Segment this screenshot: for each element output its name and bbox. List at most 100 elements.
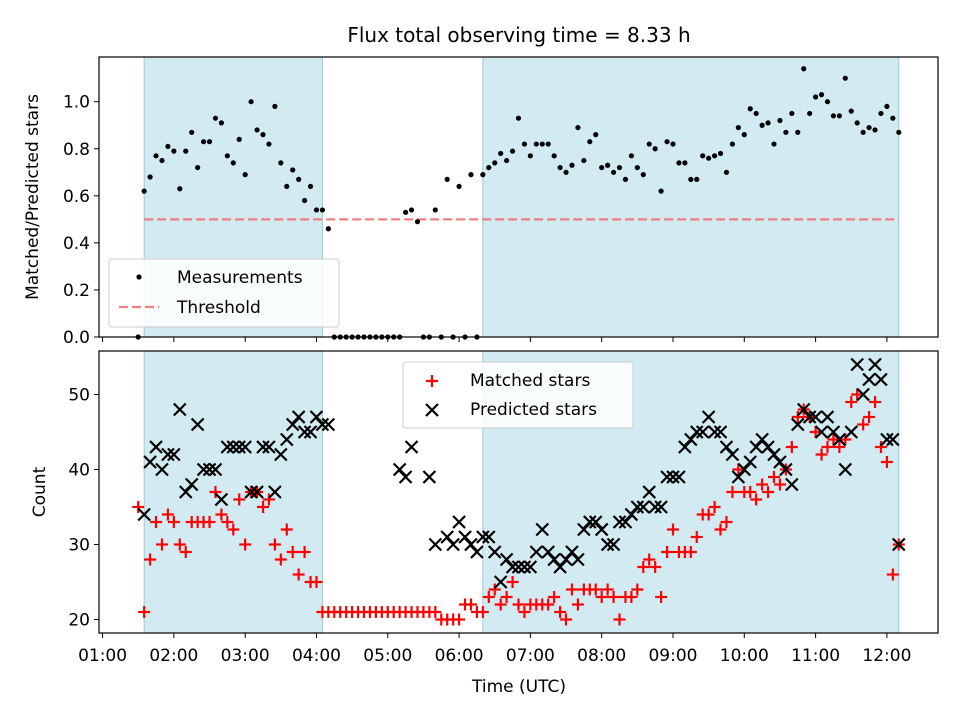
measurement-point xyxy=(694,176,700,182)
measurement-point xyxy=(807,110,813,117)
measurement-point xyxy=(729,141,736,147)
measurement-point xyxy=(224,153,230,159)
measurement-point xyxy=(159,157,165,164)
measurement-point xyxy=(801,66,807,72)
predicted-star-point xyxy=(404,440,419,454)
predicted-star-point xyxy=(422,470,437,484)
matched-star-point xyxy=(607,591,620,603)
matched-star-point xyxy=(138,606,151,618)
measurement-point xyxy=(403,209,409,215)
measurement-point xyxy=(664,139,670,145)
measurement-point xyxy=(628,153,634,159)
predicted-star-point xyxy=(470,545,484,559)
measurement-point xyxy=(747,106,753,112)
measurement-point xyxy=(640,172,646,178)
predicted-star-point xyxy=(636,500,651,514)
matched-star-point xyxy=(821,441,834,453)
measurement-point xyxy=(700,153,706,159)
measurement-point xyxy=(177,186,183,192)
matched-star-point xyxy=(785,441,798,453)
measurement-point xyxy=(783,129,789,135)
predicted-star-point xyxy=(529,545,544,559)
predicted-star-point xyxy=(618,515,633,529)
predicted-star-point xyxy=(184,477,199,492)
measurement-point xyxy=(266,141,272,147)
measurement-point xyxy=(498,150,504,157)
predicted-star-point xyxy=(541,545,555,559)
matched-star-point xyxy=(773,478,786,491)
top-x-ticks xyxy=(102,337,888,342)
y-tick-label: 0.6 xyxy=(63,187,90,207)
measurement-point xyxy=(896,129,902,135)
matched-star-point xyxy=(845,396,858,408)
measurement-point xyxy=(171,148,177,154)
predicted-star-point xyxy=(303,425,318,439)
predicted-star-point xyxy=(654,500,668,514)
measurement-point xyxy=(260,132,266,138)
predicted-star-point xyxy=(137,507,151,522)
predicted-star-point xyxy=(321,417,336,432)
matched-star-point xyxy=(274,553,287,566)
bottom-legend-box xyxy=(402,361,634,429)
predicted-star-point xyxy=(838,462,853,477)
y-tick-label: 0.8 xyxy=(63,140,90,160)
predicted-star-point xyxy=(642,485,657,499)
measurement-point xyxy=(183,148,189,154)
measurement-point xyxy=(848,108,854,114)
measurement-point xyxy=(872,127,878,133)
predicted-star-point xyxy=(577,522,591,537)
predicted-star-point xyxy=(291,410,306,424)
predicted-star-point xyxy=(630,500,645,514)
measurement-point xyxy=(230,160,236,166)
predicted-star-point xyxy=(612,515,627,529)
legend-label-predicted: Predicted stars xyxy=(470,400,597,420)
matched-star-point xyxy=(732,463,745,476)
predicted-star-point xyxy=(684,432,698,447)
measurement-point xyxy=(789,110,795,117)
matched-star-point xyxy=(833,441,846,453)
predicted-star-point xyxy=(511,560,526,574)
predicted-star-point xyxy=(660,470,674,484)
predicted-star-point xyxy=(392,462,407,477)
measurement-point xyxy=(480,172,486,178)
measurement-point xyxy=(587,139,593,145)
matched-star-point xyxy=(179,546,192,558)
predicted-star-point xyxy=(208,462,223,477)
measurement-point xyxy=(569,162,575,168)
predicted-star-point xyxy=(315,417,330,432)
matched-star-point xyxy=(268,538,281,551)
predicted-star-point xyxy=(476,530,490,544)
measurement-point xyxy=(717,150,724,157)
measurement-point xyxy=(610,169,617,175)
predicted-star-point xyxy=(214,492,229,507)
measurement-point xyxy=(515,115,522,121)
x-tick-label: 02:00 xyxy=(149,646,198,666)
predicted-star-point xyxy=(737,462,752,477)
predicted-star-point xyxy=(190,417,205,432)
predicted-star-point xyxy=(796,402,811,417)
predicted-star-point xyxy=(173,402,187,417)
matched-star-point xyxy=(750,493,763,506)
predicted-star-point xyxy=(892,537,906,552)
predicted-star-point xyxy=(535,522,550,537)
measurement-point xyxy=(575,124,581,131)
predicted-star-point xyxy=(594,522,609,537)
predicted-star-point xyxy=(880,432,894,447)
predicted-star-point xyxy=(487,545,502,559)
matched-star-point xyxy=(589,583,602,596)
matched-star-point xyxy=(565,583,578,596)
measurement-point xyxy=(735,124,741,131)
measurement-points xyxy=(135,66,902,340)
measurement-point xyxy=(830,113,837,119)
matched-star-point xyxy=(132,501,145,513)
matched-star-point xyxy=(880,456,893,468)
measurement-point xyxy=(527,153,533,159)
predicted-star-point xyxy=(285,417,300,432)
predicted-star-point xyxy=(553,560,567,574)
predicted-star-point xyxy=(143,455,157,469)
y-tick-label: 1.0 xyxy=(63,93,90,113)
shaded-region-1 xyxy=(143,350,323,634)
predicted-star-point xyxy=(517,560,532,574)
top-y-ticks: 0.0 0.2 0.4 0.6 0.8 1.0 xyxy=(63,93,99,348)
measurement-point xyxy=(688,176,694,182)
